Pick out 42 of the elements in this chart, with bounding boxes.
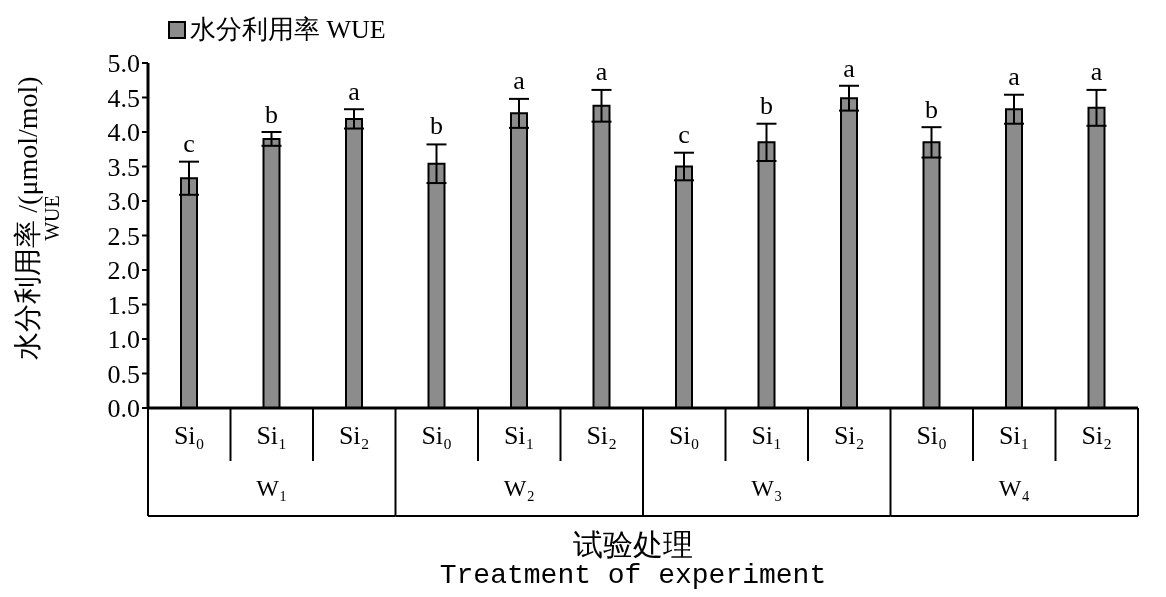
y-tick-label: 5.0: [107, 49, 140, 79]
x-tick-label: Si₀: [668, 421, 700, 450]
y-tick-label: 0.0: [107, 394, 140, 424]
y-tick-label: 0.5: [107, 359, 140, 389]
x-tick-label: Si₀: [421, 421, 453, 450]
x-tick-label: Si₁: [998, 421, 1030, 450]
data-label: c: [183, 128, 195, 158]
data-label: a: [843, 53, 856, 83]
data-label: c: [678, 120, 690, 150]
y-tick-label: 2.5: [107, 221, 140, 251]
x-axis-title: 试验处理 Treatment of experiment: [438, 528, 828, 592]
text: W₄: [998, 475, 1030, 501]
data-label: b: [760, 90, 773, 120]
x-tick-label: Si₂: [586, 421, 618, 450]
data-label: b: [430, 111, 443, 141]
x-tick-label: Si₂: [338, 421, 370, 450]
y-axis-title: 水分利用率 /(μmol/mol) WUE: [12, 76, 63, 360]
legend-label: 水分利用率 WUE: [190, 14, 386, 46]
y-tick-label: 1.0: [107, 325, 140, 355]
x-tick-label: Si₂: [833, 421, 865, 450]
data-label: a: [348, 77, 361, 107]
data-label: a: [1090, 57, 1103, 87]
data-label: a: [1008, 62, 1021, 92]
x-tick-label: Si₁: [503, 421, 535, 450]
x-tick-label: Si₀: [916, 421, 948, 450]
text: W₂: [503, 475, 535, 501]
text: W₃: [751, 475, 783, 501]
y-tick-label: 2.0: [107, 256, 140, 286]
x-tick-label: Si₀: [173, 421, 205, 450]
data-label: b: [265, 100, 278, 130]
x-tick-label: Si₁: [256, 421, 288, 450]
data-label: a: [513, 66, 526, 96]
data-label: a: [595, 57, 608, 87]
y-tick-label: 1.5: [107, 290, 140, 320]
y-tick-label: 3.0: [107, 187, 140, 217]
text: W₁: [256, 475, 288, 501]
y-tick-label: 4.5: [107, 83, 140, 113]
data-label: b: [925, 94, 938, 124]
x-tick-label: Si₂: [1081, 421, 1113, 450]
x-tick-label: Si₁: [751, 421, 783, 450]
y-tick-label: 3.5: [107, 152, 140, 182]
y-tick-label: 4.0: [107, 118, 140, 148]
